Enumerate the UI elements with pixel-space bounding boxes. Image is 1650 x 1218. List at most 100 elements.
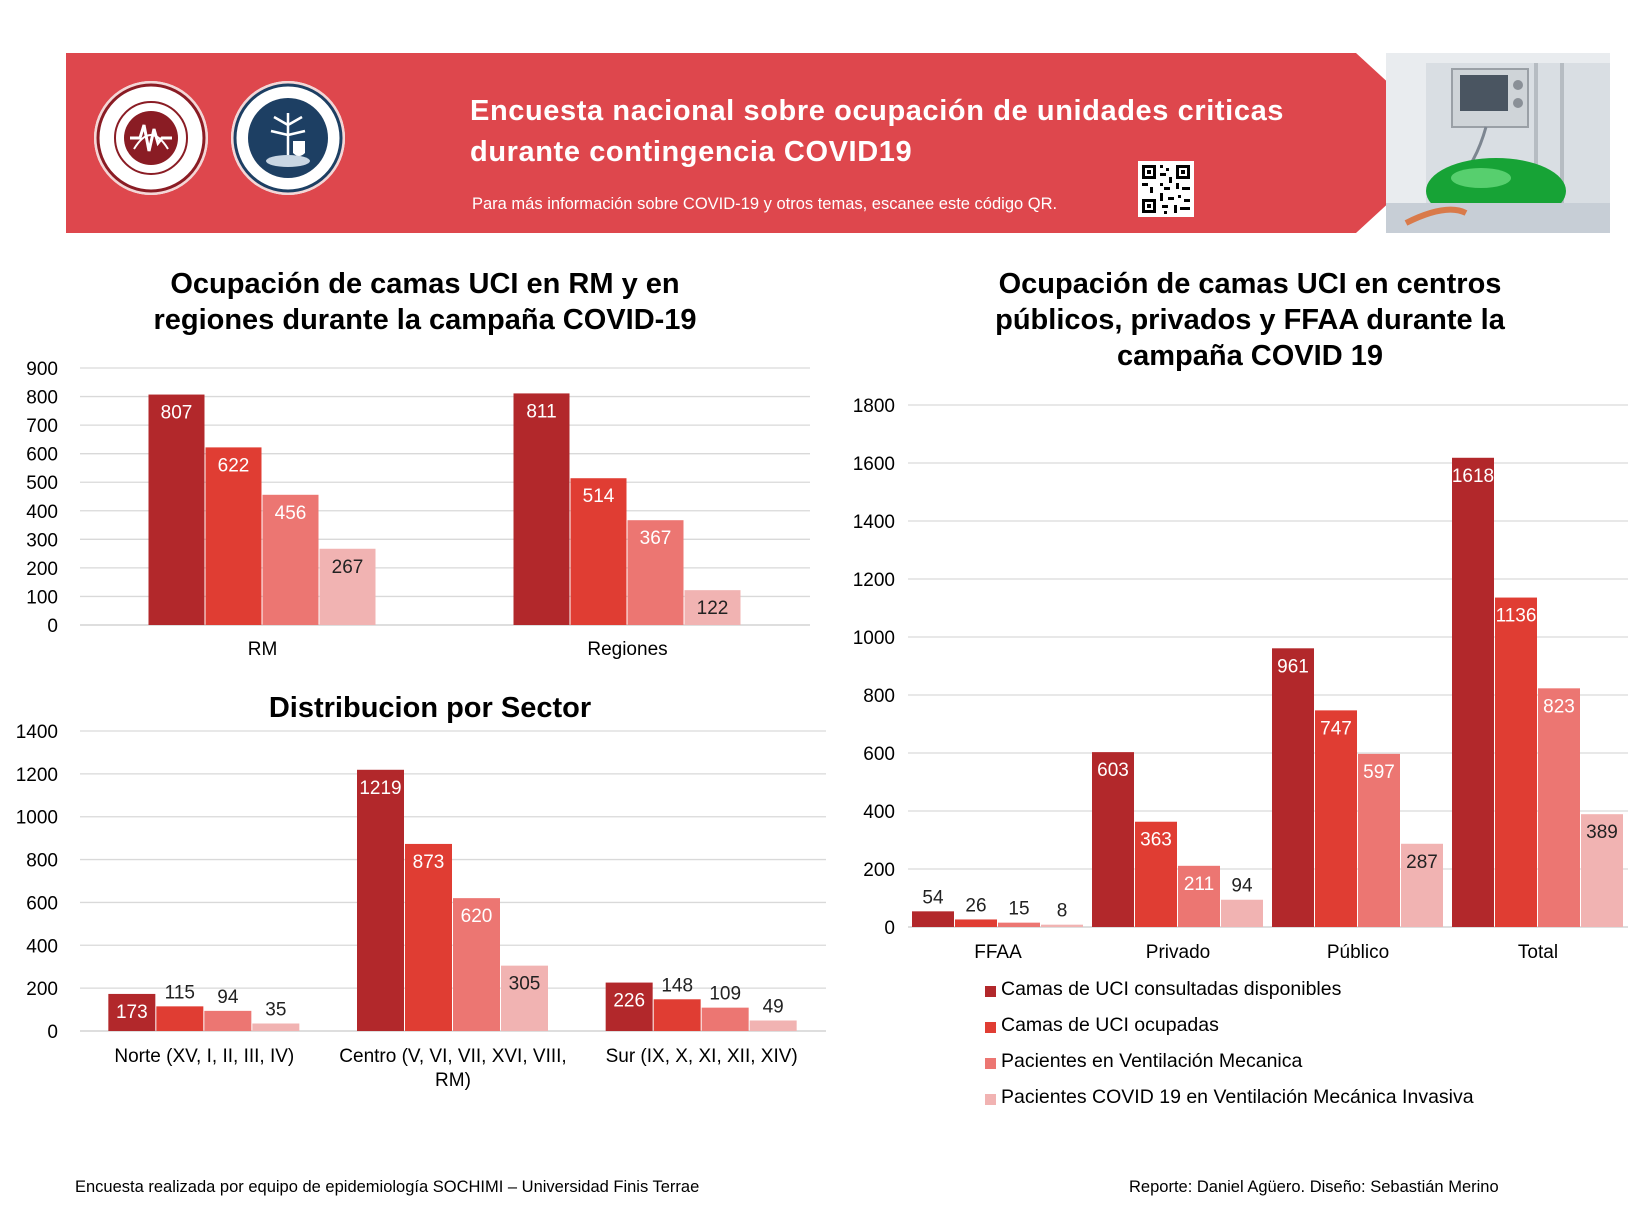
bar <box>1041 924 1083 927</box>
y-tick-label: 0 <box>47 616 58 637</box>
x-tick-label: RM) <box>435 1070 471 1091</box>
data-label: 823 <box>1543 696 1575 717</box>
bar <box>653 999 701 1031</box>
data-label: 267 <box>332 557 364 578</box>
y-tick-label: 300 <box>26 530 58 551</box>
bar <box>252 1023 300 1031</box>
bar <box>205 447 262 625</box>
x-tick-label: Regiones <box>587 639 667 660</box>
data-label: 122 <box>697 598 729 619</box>
chart-sector-title: Distribucion por Sector <box>160 690 700 726</box>
data-label: 363 <box>1140 830 1172 851</box>
bar <box>1178 865 1220 927</box>
data-label: 389 <box>1586 822 1618 843</box>
y-tick-label: 400 <box>26 502 58 523</box>
data-label: 109 <box>709 984 741 1005</box>
footer-credit-right: Reporte: Daniel Agüero. Diseño: Sebastiá… <box>1129 1178 1499 1196</box>
chart-rm-title: Ocupación de camas UCI en RM y en region… <box>100 266 750 338</box>
data-label: 226 <box>613 991 645 1012</box>
bar <box>1135 821 1177 927</box>
y-tick-label: 700 <box>26 416 58 437</box>
bar <box>513 393 570 625</box>
bar <box>1495 597 1537 927</box>
data-label: 747 <box>1320 718 1352 739</box>
qr-code-icon[interactable] <box>1138 161 1194 217</box>
chart-sectors-type-title-line3: campaña COVID 19 <box>1117 340 1383 372</box>
y-tick-label: 1400 <box>16 722 58 743</box>
y-tick-label: 1400 <box>853 512 895 533</box>
bar <box>501 965 548 1031</box>
finis-terrae-logo <box>231 81 345 195</box>
icu-photo <box>1386 53 1610 233</box>
data-label: 8 <box>1057 901 1068 922</box>
bar <box>605 982 653 1031</box>
data-label: 35 <box>265 1000 286 1021</box>
x-tick-label: FFAA <box>974 942 1022 963</box>
bar <box>570 478 627 625</box>
chart-sectors-type-title: Ocupación de camas UCI en centros públic… <box>900 266 1600 374</box>
bar <box>1092 752 1134 927</box>
legend-label: Pacientes COVID 19 en Ventilación Mecáni… <box>1001 1086 1474 1108</box>
bar <box>912 911 954 927</box>
data-label: 115 <box>165 982 195 1003</box>
banner-title-line1: Encuesta nacional sobre ocupación de uni… <box>470 95 1285 127</box>
data-label: 94 <box>217 987 239 1008</box>
data-label: 173 <box>116 1002 148 1023</box>
sochimi-logo <box>94 81 208 195</box>
data-label: 54 <box>922 887 944 908</box>
y-tick-label: 100 <box>26 587 58 608</box>
legend-swatch <box>985 1094 996 1105</box>
x-tick-label: Norte (XV, I, II, III, IV) <box>114 1046 294 1067</box>
x-tick-label: Centro (V, VI, VII, XVI, VIII, <box>339 1046 566 1067</box>
legend-label: Camas de UCI consultadas disponibles <box>1001 978 1342 1000</box>
bar <box>627 520 684 625</box>
banner-red-arrow <box>66 53 1454 233</box>
data-label: 811 <box>526 401 556 422</box>
chart-sector-title-line1: Distribucion por Sector <box>268 692 592 724</box>
data-label: 305 <box>509 974 541 995</box>
chart-publico-plot: 0 200 400 600 800 1000 1200 1400 1600 1800 54 26 15 8… <box>853 396 1628 963</box>
y-tick-label: 0 <box>47 1022 58 1043</box>
bar <box>357 769 404 1031</box>
data-label: 456 <box>275 503 307 524</box>
data-label: 807 <box>161 403 193 424</box>
bar <box>749 1020 797 1031</box>
data-label: 1136 <box>1496 606 1537 627</box>
y-tick-label: 1200 <box>16 765 58 786</box>
footer-credit-left: Encuesta realizada por equipo de epidemi… <box>75 1178 700 1196</box>
y-tick-label: 1000 <box>853 628 895 649</box>
bar <box>998 922 1040 927</box>
bar <box>156 1006 204 1031</box>
chart-sectors-type-title-line1: Ocupación de camas UCI en centros <box>998 268 1502 300</box>
legend-label: Camas de UCI ocupadas <box>1001 1014 1219 1036</box>
banner-title-line2: durante contingencia COVID19 <box>470 136 913 168</box>
legend-swatch <box>985 1058 996 1069</box>
bar <box>684 590 741 625</box>
bar <box>1315 710 1357 927</box>
y-tick-label: 1000 <box>16 808 58 829</box>
chart-sector-plot: 0 200 400 600 800 1000 1200 1400 173 115 94 35 Norte… <box>16 722 826 1091</box>
chart-rm-title-line2: regiones durante la campaña COVID-19 <box>153 304 697 336</box>
banner-subtitle: Para más información sobre COVID-19 y ot… <box>472 195 1058 213</box>
data-label: 94 <box>1231 876 1253 897</box>
bar <box>1538 688 1580 927</box>
bar <box>955 919 997 927</box>
bar <box>262 494 319 625</box>
x-tick-label: Sur (IX, X, XI, XII, XIV) <box>606 1046 798 1067</box>
y-tick-label: 200 <box>863 860 895 881</box>
x-tick-label: Público <box>1327 942 1389 963</box>
x-tick-label: Total <box>1518 942 1558 963</box>
data-label: 1618 <box>1452 466 1494 487</box>
bar <box>453 898 500 1031</box>
legend-swatch <box>985 986 996 997</box>
banner-title: Encuesta nacional sobre ocupación de uni… <box>470 91 1350 173</box>
bar <box>319 548 376 625</box>
y-tick-label: 800 <box>26 388 58 409</box>
data-label: 367 <box>640 528 672 549</box>
x-tick-label: Privado <box>1146 942 1210 963</box>
bar <box>405 843 452 1031</box>
bar <box>204 1010 252 1031</box>
bar <box>1358 753 1400 927</box>
y-tick-label: 1600 <box>853 454 895 475</box>
